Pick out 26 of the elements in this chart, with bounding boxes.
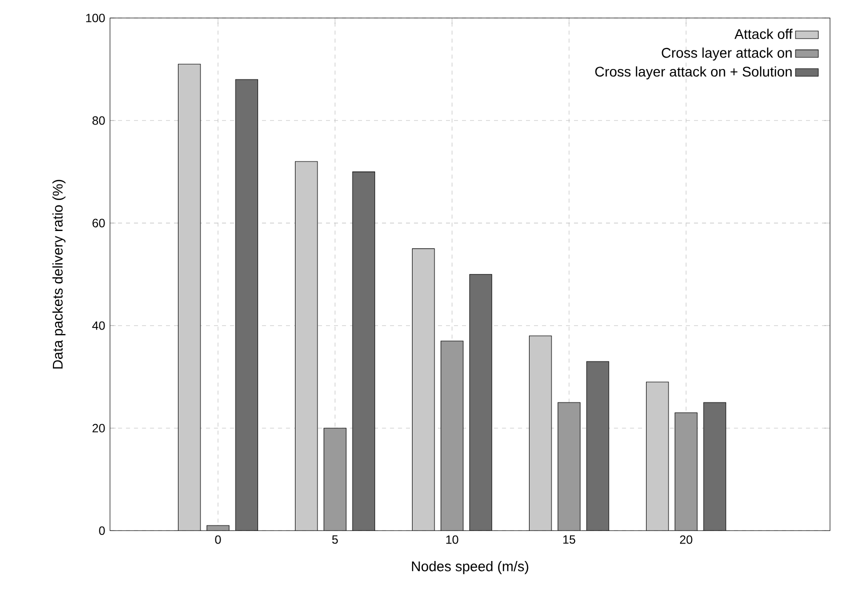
bar: [703, 402, 726, 531]
x-tick-label: 0: [215, 535, 221, 544]
y-tick-label: 100: [86, 14, 105, 22]
bar: [324, 428, 346, 531]
y-tick-label: 0: [99, 526, 105, 535]
bar: [352, 172, 376, 531]
legend-label: Cross layer attack on + Solution: [595, 66, 792, 80]
x-tick-label: 15: [563, 535, 576, 544]
y-tick-label: 40: [92, 321, 105, 330]
bar: [440, 340, 464, 531]
x-tick-label: 20: [680, 535, 692, 544]
legend-label: Attack off: [734, 28, 793, 40]
y-tick-label: 80: [92, 116, 105, 125]
x-tick-label: 10: [446, 535, 458, 544]
bar: [586, 361, 610, 531]
x-axis-title: Nodes speed (m/s): [412, 561, 528, 574]
y-axis-title: Data packets delivery ratio (%): [52, 180, 66, 368]
bar: [469, 274, 492, 531]
bar: [235, 79, 258, 531]
x-tick-label: 5: [332, 535, 338, 544]
y-tick-label: 60: [92, 218, 105, 228]
bar: [294, 161, 318, 531]
bar: [558, 402, 580, 531]
y-tick-label: 20: [92, 424, 105, 432]
legend-label: Cross layer attack on: [662, 48, 792, 61]
bar: [674, 412, 698, 531]
